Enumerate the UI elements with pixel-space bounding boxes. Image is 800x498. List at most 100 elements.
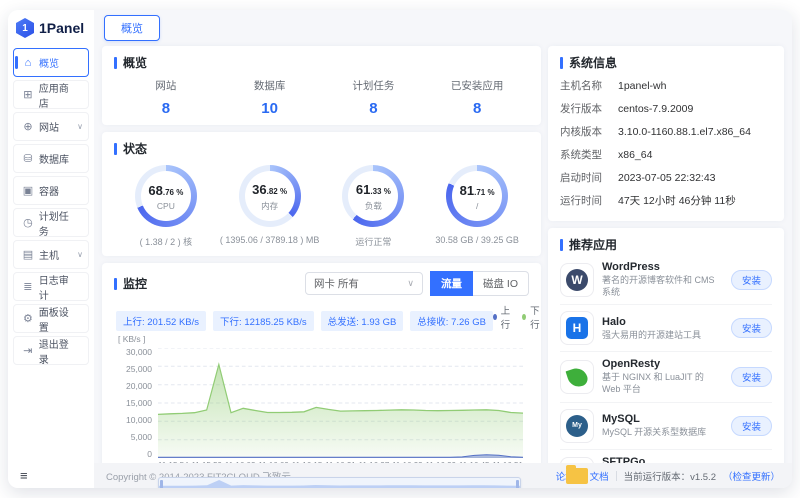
gauge-caption: ( 1395.06 / 3789.18 ) MB <box>219 235 320 245</box>
traffic-chip: 总发送: 1.93 GB <box>320 311 404 331</box>
datazoom-right-handle[interactable] <box>516 480 519 488</box>
sidebar-item-container[interactable]: ▣ 容器 <box>13 176 89 205</box>
openresty-icon <box>565 365 589 390</box>
info-label: 主机名称 <box>560 80 602 92</box>
info-row: 启动时间 2023-07-05 22:32:43 <box>560 167 772 190</box>
gauge-ring: 61.33 % 负载 <box>342 165 405 227</box>
database-icon: ⛁ <box>23 153 33 165</box>
gauge: 68.76 % CPU ( 1.38 / 2 ) 核 <box>114 165 218 248</box>
stat-item: 网站 8 <box>114 78 218 117</box>
system-info-title: 系统信息 <box>560 54 772 71</box>
stat-item: 数据库 10 <box>218 78 322 117</box>
docs-link[interactable]: 文档 <box>589 471 609 483</box>
sidebar-item-website[interactable]: ⊕ 网站 ∨ <box>13 112 89 141</box>
sidebar-item-logs[interactable]: ≣ 日志审计 <box>13 272 89 302</box>
monitor-mode-buttons: 流量 磁盘 IO <box>429 271 529 296</box>
app-name: WordPress <box>602 261 660 273</box>
app-info: WordPress 著名的开源博客软件和 CMS 系统 <box>602 261 723 298</box>
sidebar-item-database[interactable]: ⛁ 数据库 <box>13 144 89 173</box>
stat-value[interactable]: 8 <box>161 100 171 117</box>
menu-label: 计划任务 <box>38 211 69 238</box>
globe-icon: ⊕ <box>23 121 33 133</box>
monitor-mode-button[interactable]: 流量 <box>429 271 473 296</box>
collapse-menu-icon[interactable]: ≡ <box>20 468 28 483</box>
system-info-rows: 主机名称 1panel-wh 发行版本 centos-7.9.2009 内核版本 <box>560 75 772 213</box>
install-button[interactable]: 安装 <box>730 269 772 290</box>
info-value: 47天 12小时 46分钟 11秒 <box>618 195 736 207</box>
app-info: OpenResty 基于 NGINX 和 LuaJIT 的 Web 平台 <box>602 358 723 395</box>
gauge-label: CPU <box>156 200 175 211</box>
schedule-icon: ◷ <box>23 217 33 229</box>
info-value: x86_64 <box>618 149 653 161</box>
app-info: Halo 强大易用的开源建站工具 <box>602 316 723 342</box>
topbar: 概览 <box>94 10 792 46</box>
network-interface-select[interactable]: 网卡 所有 ∨ <box>304 272 423 295</box>
sftpgo-icon <box>566 465 588 485</box>
tab-overview[interactable]: 概览 <box>104 15 160 41</box>
legend-label: 下行 <box>530 306 540 331</box>
traffic-chip: 上行: 201.52 KB/s <box>116 311 207 331</box>
info-label: 启动时间 <box>560 172 602 184</box>
stat-label: 已安装应用 <box>450 80 504 92</box>
app-name: OpenResty <box>602 358 661 371</box>
chevron-down-icon: ∨ <box>407 278 414 288</box>
install-button[interactable]: 安装 <box>730 318 772 339</box>
legend-item[interactable]: 上行 <box>492 303 513 331</box>
gauge-center: 81.71 % / <box>459 182 495 211</box>
app-description: MySQL 开源关系型数据库 <box>602 426 707 437</box>
info-label: 内核版本 <box>560 126 602 138</box>
sidebar-item-appstore[interactable]: ⊞ 应用商店 <box>13 80 89 110</box>
stat-value[interactable]: 10 <box>261 100 278 117</box>
menu-label: 日志审计 <box>38 275 69 302</box>
info-value: 3.10.0-1160.88.1.el7.x86_64 <box>618 126 751 138</box>
datazoom-mini-svg <box>159 480 520 488</box>
stat-label: 网站 <box>155 80 177 92</box>
footer-links: 论坛 文档 当前运行版本：v1.5.2 （检查更新） <box>556 469 780 483</box>
monitor-stats-row: 上行: 201.52 KB/s 下行: 12185.25 KB/s 总发送: 1… <box>114 303 540 331</box>
datazoom-left-handle[interactable] <box>160 480 163 488</box>
app-row: H Halo 强大易用的开源建站工具 安装 <box>560 305 772 353</box>
chevron-down-icon: ∨ <box>77 250 83 259</box>
traffic-chart-svg <box>158 348 523 458</box>
sidebar-item-host[interactable]: ▤ 主机 ∨ <box>13 240 89 269</box>
check-update-link[interactable]: （检查更新） <box>722 471 780 483</box>
stat-value[interactable]: 8 <box>369 100 378 117</box>
right-column: 系统信息 主机名称 1panel-wh 发行版本 centos- <box>548 46 784 488</box>
section-bar-icon <box>114 142 117 155</box>
gauge: 61.33 % 负载 运行正常 <box>322 165 426 248</box>
datazoom-slider[interactable] <box>158 477 521 488</box>
section-bar-icon <box>560 238 563 251</box>
info-value: centos-7.9.2009 <box>618 103 694 115</box>
logs-icon: ≣ <box>23 281 33 293</box>
sidebar-item-cronjob[interactable]: ◷ 计划任务 <box>13 208 89 238</box>
menu-label: 应用商店 <box>38 83 69 110</box>
select-value: 网卡 所有 <box>313 278 359 290</box>
gear-icon: ⚙ <box>22 313 33 325</box>
menu-label: 网站 <box>39 123 59 134</box>
y-tick-label: 5,000 <box>130 432 152 442</box>
legend-item[interactable]: 下行 <box>522 303 542 331</box>
stat-value[interactable]: 8 <box>472 100 482 117</box>
divider <box>615 470 617 481</box>
home-icon: ⌂ <box>24 56 32 69</box>
section-bar-icon <box>560 56 563 69</box>
gauge-center: 61.33 % 负载 <box>355 181 391 211</box>
plot-area: 11:15:5411:15:5911:16:0311:16:0911:16:15… <box>158 334 529 470</box>
app-name: MySQL <box>602 412 640 425</box>
install-button[interactable]: 安装 <box>730 367 772 388</box>
legend-dot-icon <box>522 314 527 320</box>
sidebar-item-settings[interactable]: ⚙ 面板设置 <box>13 304 89 334</box>
monitor-mode-button[interactable]: 磁盘 IO <box>472 271 529 296</box>
forum-link[interactable]: 论坛 <box>556 469 575 483</box>
app-row: My MySQL MySQL 开源关系型数据库 安装 <box>560 403 772 450</box>
menu-label: 主机 <box>39 251 59 262</box>
app-info: MySQL MySQL 开源关系型数据库 <box>602 413 723 439</box>
version-text: 当前运行版本：v1.5.2 <box>623 471 716 483</box>
install-button[interactable]: 安装 <box>730 415 772 436</box>
system-info-card: 系统信息 主机名称 1panel-wh 发行版本 centos- <box>548 46 784 221</box>
sidebar-item-logout[interactable]: ⇥ 退出登录 <box>13 336 89 366</box>
y-tick-label: 30,000 <box>126 347 152 357</box>
sidebar-item-overview[interactable]: ⌂ 概览 <box>13 48 89 77</box>
sidebar: 1 1Panel ⌂ 概览 ⊞ 应用商店 ⊕ 网站 <box>8 10 94 488</box>
server-icon: ▤ <box>22 249 34 261</box>
